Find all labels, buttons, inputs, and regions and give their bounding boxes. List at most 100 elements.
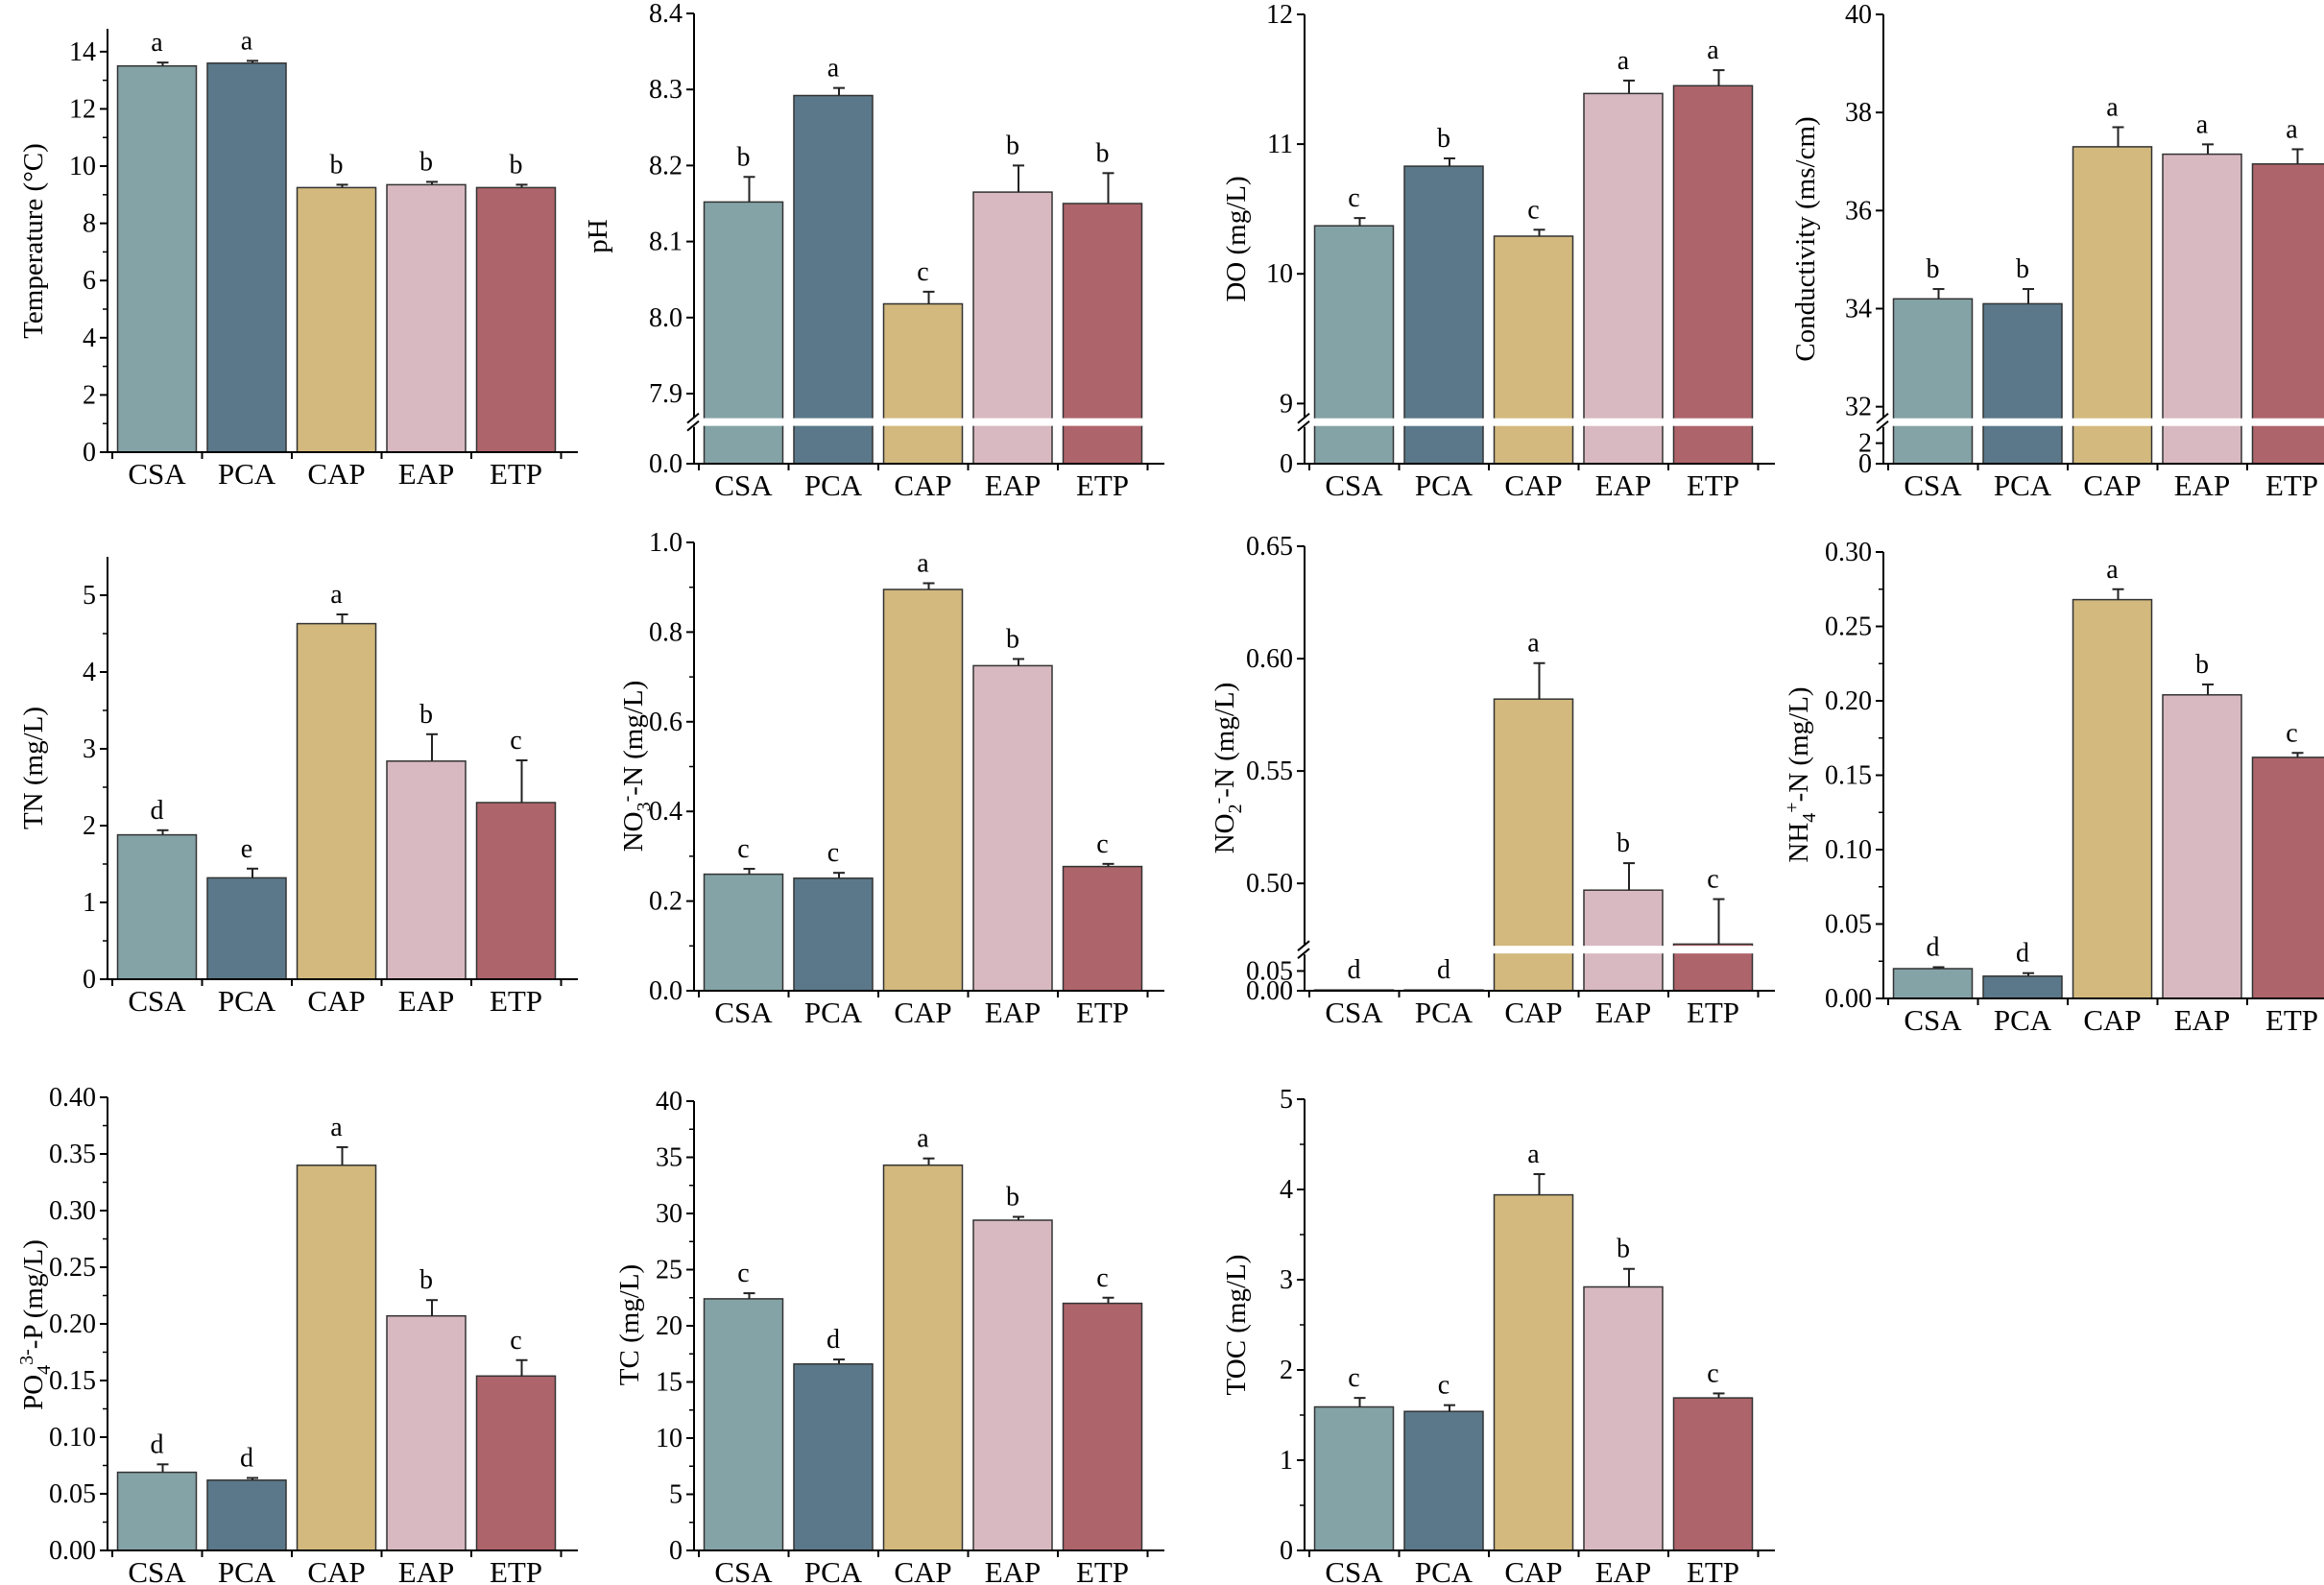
significance-letter: a [827, 54, 840, 84]
bar-pca [206, 62, 287, 453]
significance-letter: d [1348, 955, 1361, 985]
y-tick-label: 4 [83, 658, 96, 687]
y-tick-label: 34 [1845, 294, 1872, 324]
y-tick-label: 0.05 [49, 1479, 96, 1509]
significance-letter: b [419, 147, 433, 177]
significance-letter: b [419, 1265, 433, 1295]
significance-letter: c [2286, 718, 2297, 748]
y-tick-label: 2 [1858, 429, 1872, 459]
significance-letter: a [2196, 109, 2209, 139]
bar-cap [1493, 235, 1574, 465]
x-tick-label: PCA [804, 996, 863, 1029]
bar-cap [296, 186, 377, 453]
bar-pca [793, 877, 874, 992]
x-tick-label: CAP [2083, 468, 2141, 502]
significance-letter: c [917, 257, 928, 287]
x-tick-label: PCA [1415, 468, 1473, 502]
x-tick-label: ETP [490, 1555, 542, 1585]
axis-break-band [1306, 418, 1777, 426]
significance-letter: a [917, 1124, 929, 1154]
x-tick-label: EAP [1595, 996, 1652, 1029]
y-axis-title: NH4+-N (mg/L) [1782, 686, 1820, 862]
chart-panel-4: b CSA b PCA a CAP a EAP a ETP 02 32 34 36 38 40 Conducti… [1790, 0, 2324, 502]
bar-eap [386, 760, 467, 980]
x-tick-label: CAP [1504, 468, 1562, 502]
y-tick-label: 0.55 [1246, 756, 1293, 786]
significance-letter: a [330, 580, 343, 610]
significance-letter: b [510, 150, 523, 180]
y-axis-title: pH [583, 219, 613, 253]
y-tick-label: 0.0 [649, 449, 683, 479]
significance-letter: c [1348, 183, 1359, 213]
bar-csa [116, 1471, 198, 1551]
bar-eap [1583, 92, 1664, 465]
x-tick-label: ETP [1076, 468, 1129, 502]
x-tick-label: CSA [128, 457, 186, 491]
chart-panel-7: d CSA d PCA a CAP b EAP c ETP 0.000.05 0.50 0.55 0.60… [1208, 532, 1777, 1029]
bar-etp [2251, 163, 2324, 465]
y-tick-label: 2 [83, 811, 96, 841]
x-tick-label: CAP [307, 457, 365, 491]
chart-panel-2: b CSA a PCA c CAP b EAP b ETP 0.0 7.9 8.0 8.1 8.2 8.3 8.… [583, 0, 1166, 502]
y-tick-label: 11 [1267, 130, 1293, 159]
bar-eap [1583, 889, 1664, 992]
y-tick-label: 5 [1280, 1085, 1293, 1115]
bar-csa [1892, 968, 1974, 999]
axis-break-mark [1297, 412, 1310, 424]
x-tick-label: ETP [490, 457, 542, 491]
significance-letter: c [1096, 829, 1108, 859]
y-tick-label: 0.10 [49, 1423, 96, 1453]
bar-csa [1313, 1405, 1395, 1551]
y-tick-label: 35 [656, 1143, 683, 1173]
x-tick-label: PCA [218, 984, 276, 1018]
significance-letter: b [1617, 829, 1630, 858]
x-tick-label: EAP [398, 457, 455, 491]
axis-break-mark [1876, 412, 1889, 424]
bar-csa [703, 1298, 784, 1551]
axis-break-mark [1876, 420, 1889, 432]
significance-letter: b [2195, 650, 2209, 680]
bar-pca [793, 94, 874, 465]
y-tick-label: 15 [656, 1368, 683, 1398]
significance-letter: a [2286, 115, 2298, 145]
y-tick-label: 25 [656, 1256, 683, 1285]
significance-letter: a [1527, 1140, 1540, 1169]
x-tick-label: PCA [1994, 468, 2052, 502]
axis-break-gap [1299, 417, 1310, 427]
y-axis-title: TC (mg/L) [614, 1264, 645, 1385]
chart-panel-11: c CSA c PCA a CAP b EAP c ETP 0 1 2 3 4 5 TOC (mg/L) [1221, 1085, 1775, 1585]
y-tick-label: 4 [1280, 1175, 1293, 1205]
y-tick-label: 1.0 [649, 528, 683, 558]
x-tick-label: ETP [1687, 996, 1739, 1029]
x-tick-label: ETP [1687, 1555, 1739, 1585]
significance-letter: a [151, 28, 163, 58]
y-tick-label: 8.3 [649, 75, 683, 105]
significance-letter: b [330, 150, 344, 180]
axis-break-mark [686, 420, 700, 432]
y-tick-label: 0.05 [1246, 956, 1293, 986]
y-tick-label: 0 [83, 438, 96, 468]
y-tick-label: 0.50 [1246, 869, 1293, 899]
y-tick-label: 2 [1280, 1356, 1293, 1385]
y-tick-label: 0.15 [1825, 761, 1872, 791]
axis-break-band [1306, 946, 1777, 954]
y-tick-label: 0.35 [49, 1140, 96, 1169]
y-tick-label: 3 [1280, 1265, 1293, 1295]
y-tick-label: 32 [1845, 393, 1872, 422]
significance-letter: a [917, 549, 929, 579]
y-tick-label: 0 [1858, 449, 1872, 479]
significance-letter: b [737, 142, 751, 172]
axis-break-mark [1297, 948, 1310, 959]
chart-panel-3: c CSA b PCA c CAP a EAP a ETP 0 9 10 11 12 DO (mg/L) [1221, 0, 1777, 502]
y-tick-label: 0.40 [49, 1083, 96, 1113]
axis-break-mark [1297, 940, 1310, 951]
y-axis-title: NO2--N (mg/L) [1208, 683, 1246, 854]
x-tick-label: CAP [1504, 996, 1562, 1029]
y-tick-label: 40 [1845, 0, 1872, 30]
bar-csa [1313, 225, 1395, 465]
significance-letter: b [1617, 1235, 1630, 1264]
x-tick-label: CAP [307, 1555, 365, 1585]
y-tick-label: 0.4 [649, 797, 683, 827]
y-axis-title: TN (mg/L) [18, 707, 49, 829]
x-tick-label: CSA [1904, 468, 1962, 502]
